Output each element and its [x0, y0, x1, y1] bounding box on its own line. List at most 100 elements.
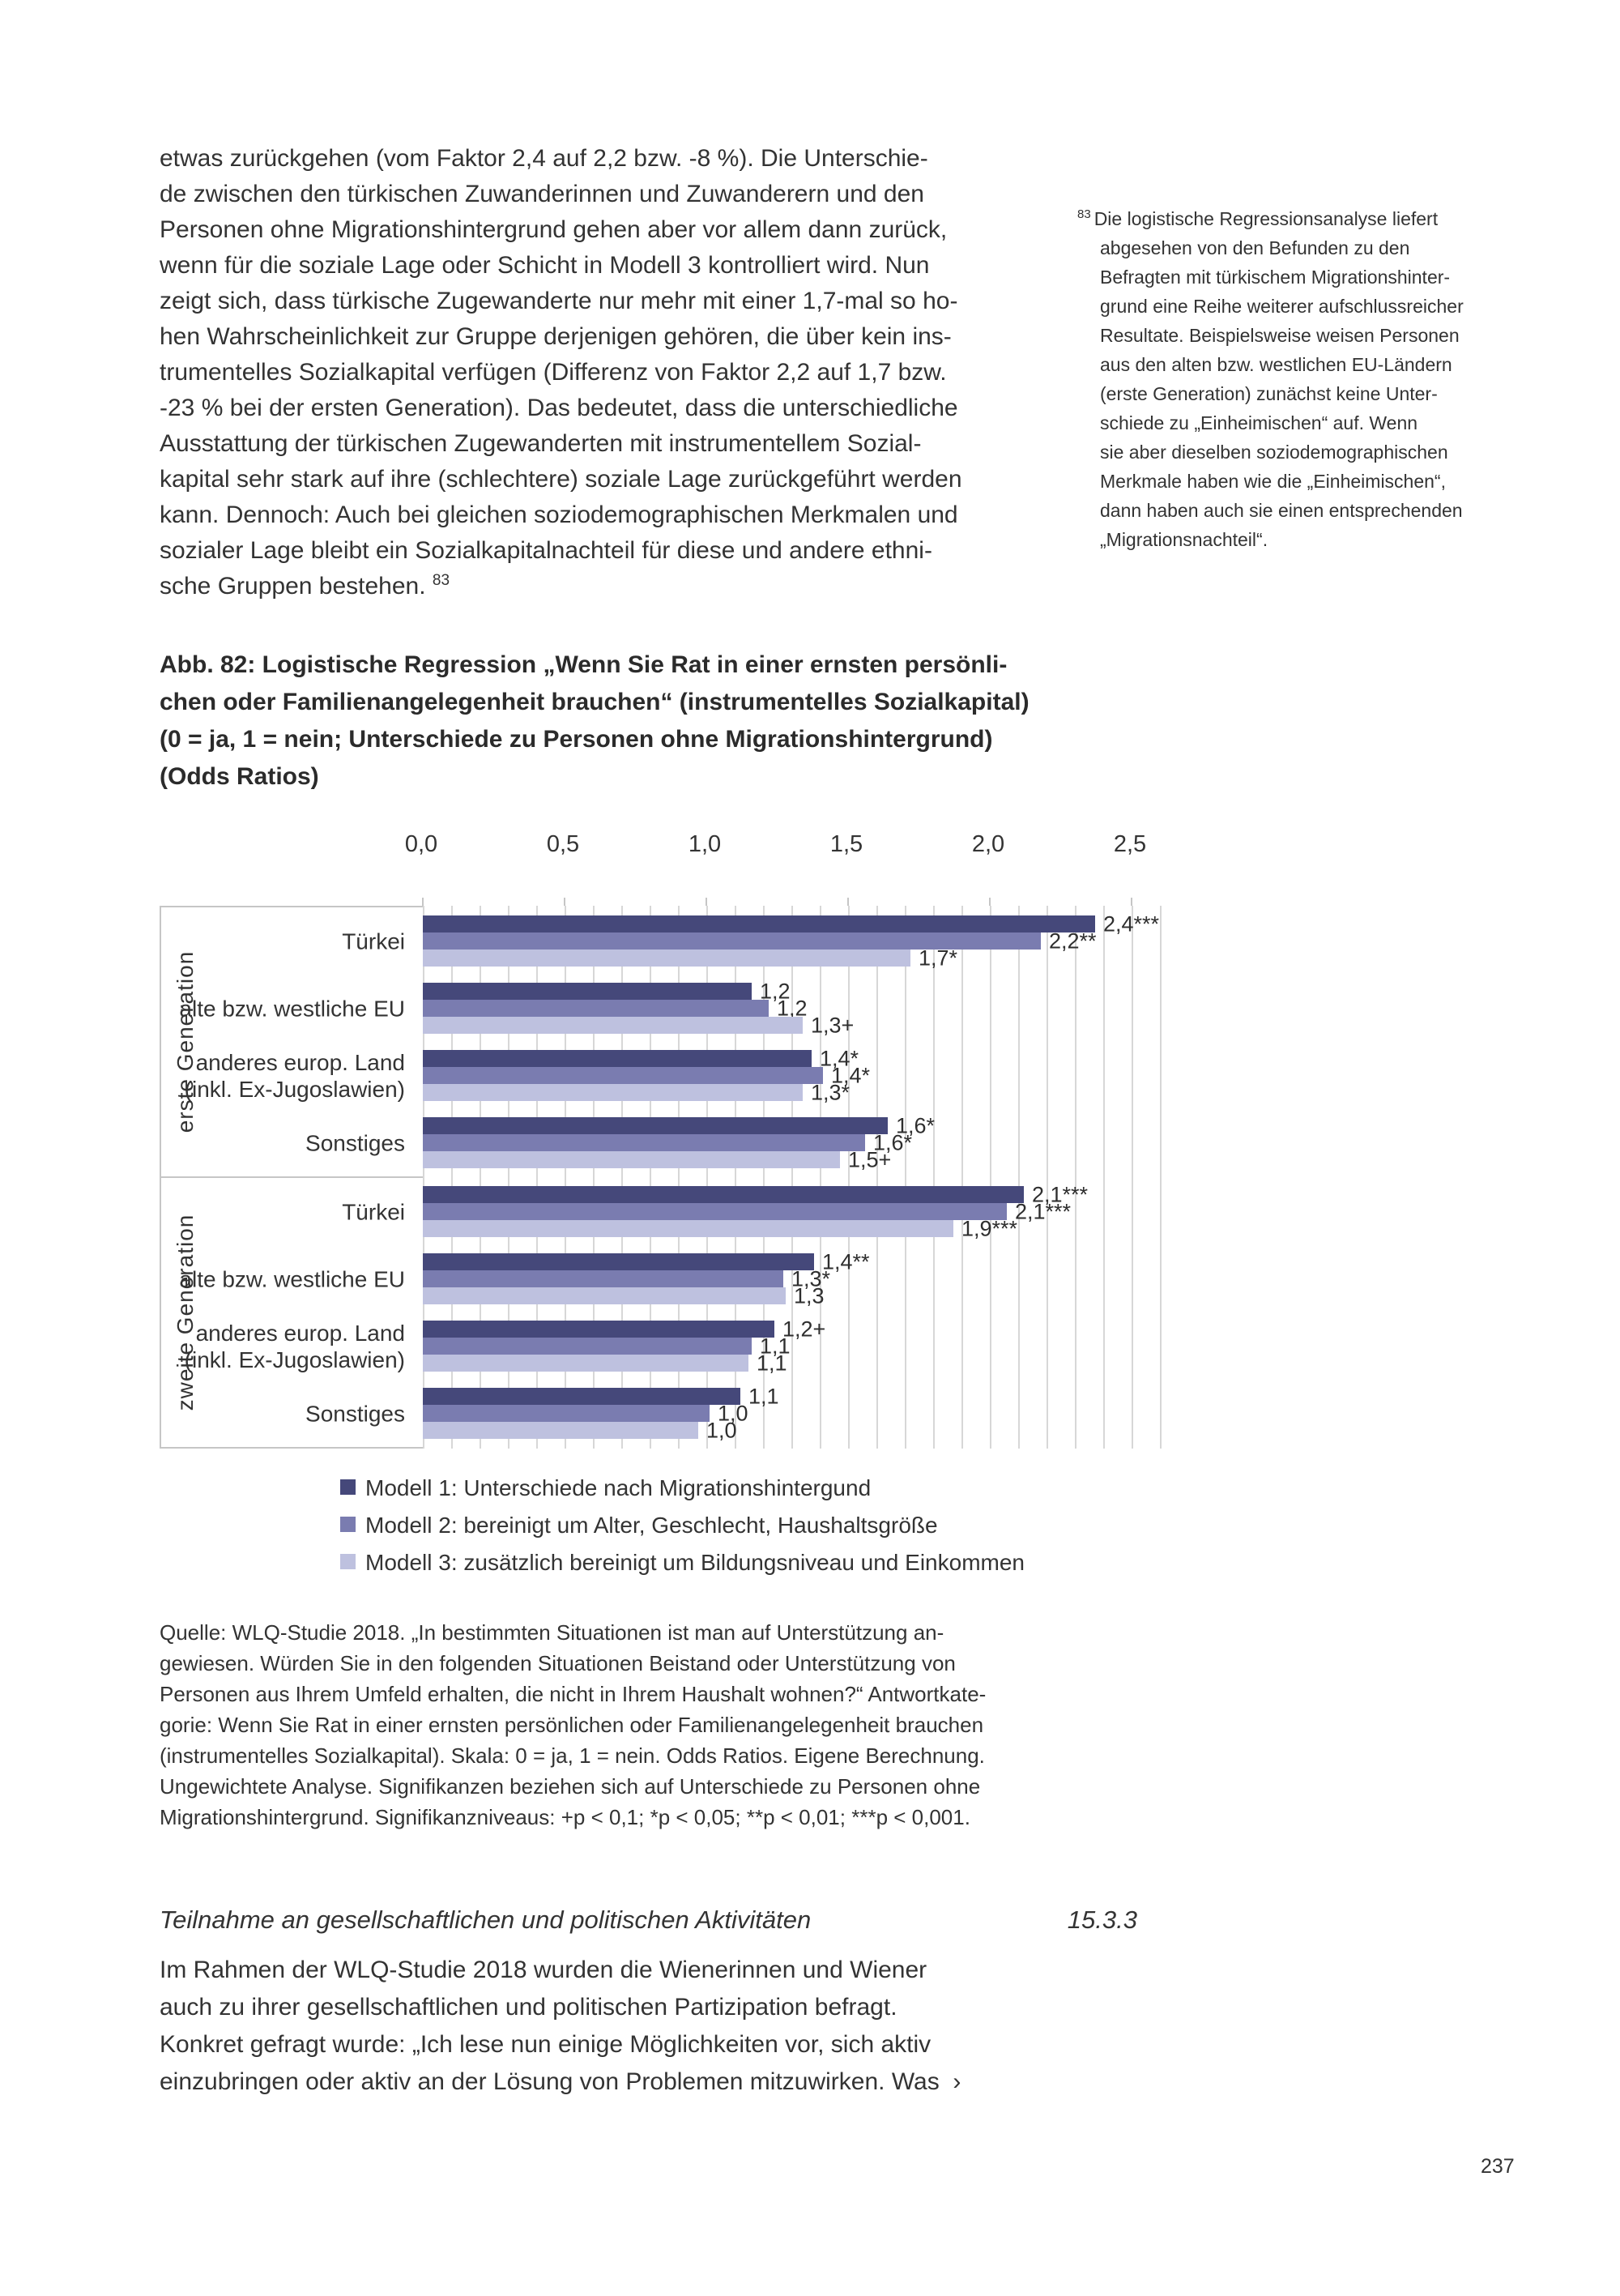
- axis-tick-mark: [1131, 898, 1132, 906]
- bar-value-label: 2,4***: [1103, 911, 1160, 936]
- bar-value-label: 1,2: [777, 996, 808, 1020]
- next-section-number: 15.3.3: [1067, 1906, 1137, 1934]
- legend-color-swatch: [340, 1554, 356, 1569]
- body-paragraph-text: etwas zurückgehen (vom Faktor 2,4 auf 2,…: [160, 145, 962, 600]
- bar-value-label: 1,0: [706, 1418, 737, 1442]
- next-section-text: Im Rahmen der WLQ-Studie 2018 wurden die…: [160, 1957, 961, 2095]
- category-label: alte bzw. westliche EU: [179, 1266, 405, 1291]
- legend-item-label: Modell 2: bereinigt um Alter, Geschlecht…: [365, 1513, 938, 1538]
- body-paragraph: etwas zurückgehen (vom Faktor 2,4 auf 2,…: [160, 141, 1115, 604]
- odds-ratio-chart: 0,0 0,5 1,0 1,5 2,0 2,5 erste Generation Türke…: [160, 831, 1162, 1449]
- legend-item: Modell 1: Unterschiede nach Migrationshi…: [340, 1474, 1025, 1501]
- category-label: Sonstiges: [305, 1130, 405, 1155]
- footnote-marker: 83: [1077, 207, 1091, 222]
- chart-x-axis: 0,0 0,5 1,0 1,5 2,0 2,5: [160, 831, 1158, 864]
- bar-value-label: 2,1***: [1015, 1199, 1072, 1223]
- page-number: 237: [1481, 2155, 1515, 2178]
- bar: [423, 1321, 774, 1338]
- margin-footnote: 83 Die logistische Regressionsanalyse lie…: [1077, 204, 1586, 554]
- next-section: Teilnahme an gesellschaftlichen und poli…: [160, 1906, 1137, 2101]
- bar: [423, 1270, 783, 1287]
- chart-section-divider: [161, 1447, 423, 1449]
- bar: [423, 915, 1095, 932]
- next-section-heading: Teilnahme an gesellschaftlichen und poli…: [160, 1906, 812, 1934]
- bar: [423, 1050, 812, 1067]
- chart-plot: erste Generation Türkei 2,4*** 2,2** 1,7* alt…: [160, 898, 1162, 1449]
- generation-section-label: erste Generation: [173, 950, 198, 1133]
- axis-tick-label: 1,5: [829, 831, 863, 857]
- chart-section-divider: [161, 906, 423, 907]
- category-label: anderes europ. Land (inkl. Ex-Jugoslawie…: [184, 1320, 405, 1372]
- bar: [423, 1203, 1007, 1220]
- category-label: Türkei: [342, 1199, 405, 1224]
- bar-value-label: 1,4**: [822, 1249, 870, 1274]
- legend-color-swatch: [340, 1517, 356, 1532]
- bar: [423, 1117, 888, 1134]
- bar-value-label: 1,3*: [811, 1080, 850, 1104]
- bar-value-label: 1,1: [760, 1334, 791, 1358]
- source-note: Quelle: WLQ-Studie 2018. „In bestimmten …: [160, 1620, 987, 1829]
- bar: [423, 932, 1041, 950]
- bar-value-label: 1,6*: [873, 1130, 913, 1154]
- bar-value-label: 1,1: [748, 1384, 779, 1408]
- bar: [423, 1067, 823, 1084]
- axis-tick-mark: [847, 898, 849, 906]
- bar-value-label: 1,3+: [811, 1013, 855, 1037]
- bar: [423, 950, 910, 967]
- bar-value-label: 1,6*: [896, 1113, 936, 1137]
- legend-item: Modell 3: zusätzlich bereinigt um Bildun…: [340, 1549, 1025, 1576]
- bar-value-label: 2,2**: [1049, 928, 1097, 953]
- legend-item-label: Modell 3: zusätzlich bereinigt um Bildun…: [365, 1550, 1025, 1575]
- chart-section-divider: [161, 1176, 423, 1178]
- bar: [423, 1355, 748, 1372]
- bar-value-label: 1,3: [794, 1283, 825, 1308]
- bar: [423, 1186, 1024, 1203]
- bar-value-label: 1,1: [757, 1351, 787, 1375]
- axis-tick-label: 0,5: [546, 831, 580, 857]
- footnote-text: Die logistische Regressionsanalyse liefe…: [1094, 208, 1464, 550]
- bar-value-label: 2,1***: [1032, 1182, 1089, 1206]
- bar-value-label: 1,2+: [782, 1317, 826, 1341]
- figure-title: Abb. 82: Logistische Regression „Wenn Si…: [160, 651, 1030, 790]
- legend-item-label: Modell 1: Unterschiede nach Migrationshi…: [365, 1475, 872, 1500]
- bar: [423, 1151, 840, 1168]
- bar-value-label: 1,2: [760, 979, 791, 1003]
- bar: [423, 1388, 740, 1405]
- bar-value-label: 1,5+: [848, 1147, 892, 1171]
- bar: [423, 1000, 769, 1017]
- bar: [423, 1084, 803, 1101]
- bar: [423, 1220, 953, 1237]
- category-label: anderes europ. Land (inkl. Ex-Jugoslawie…: [184, 1049, 405, 1102]
- bar: [423, 983, 752, 1000]
- axis-tick-label: 2,5: [1113, 831, 1147, 857]
- category-label: Türkei: [342, 928, 405, 954]
- bar: [423, 1405, 710, 1422]
- next-section-heading-row: Teilnahme an gesellschaftlichen und poli…: [160, 1906, 1137, 1935]
- axis-tick-mark: [564, 898, 565, 906]
- axis-tick-mark: [989, 898, 991, 906]
- legend-color-swatch: [340, 1479, 356, 1495]
- bar-value-label: 1,4*: [831, 1063, 871, 1087]
- axis-tick-label: 1,0: [688, 831, 722, 857]
- bar-value-label: 1,9***: [961, 1216, 1018, 1240]
- bar-value-label: 1,3*: [791, 1266, 831, 1291]
- generation-section-label: zweite Generation: [173, 1214, 198, 1411]
- bar: [423, 1422, 698, 1439]
- axis-tick-mark: [422, 898, 424, 906]
- bar: [423, 1017, 803, 1034]
- axis-tick-label: 0,0: [404, 831, 438, 857]
- legend-item: Modell 2: bereinigt um Alter, Geschlecht…: [340, 1512, 1025, 1538]
- axis-tick-label: 2,0: [971, 831, 1005, 857]
- bar-value-label: 1,4*: [820, 1046, 859, 1070]
- bar: [423, 1134, 865, 1151]
- axis-tick-mark: [706, 898, 707, 906]
- category-label: Sonstiges: [305, 1401, 405, 1426]
- bar-value-label: 1,7*: [919, 945, 958, 970]
- bar-value-label: 1,0: [718, 1401, 748, 1425]
- category-label: alte bzw. westliche EU: [179, 996, 405, 1021]
- chart-legend: Modell 1: Unterschiede nach Migrationshi…: [340, 1474, 1025, 1586]
- bar: [423, 1287, 786, 1304]
- bar: [423, 1338, 752, 1355]
- bar: [423, 1253, 814, 1270]
